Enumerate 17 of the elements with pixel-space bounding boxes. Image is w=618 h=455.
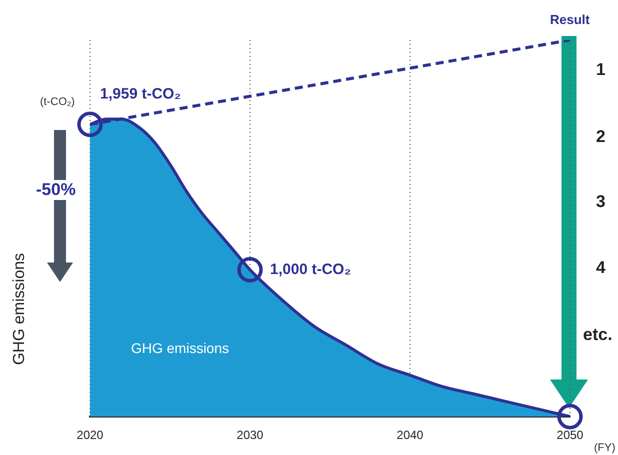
annotation: 1,000 t-CO₂	[270, 260, 351, 278]
text: Result	[550, 12, 590, 27]
text: -50%	[34, 180, 78, 200]
annotation: GHG emissions	[130, 340, 230, 356]
text: 3	[596, 192, 606, 212]
y-axis-title: GHG emissions	[11, 252, 29, 368]
annotation: 1,959 t-CO₂	[100, 86, 181, 102]
x-tick-label: 2050	[556, 428, 584, 442]
x-tick-label: 2020	[76, 428, 104, 442]
text: 2	[596, 127, 606, 147]
x-tick-label: 2030	[236, 428, 264, 442]
text: 1	[596, 60, 606, 80]
text: (FY)	[594, 442, 616, 454]
text: etc.	[583, 325, 612, 345]
text: 4	[596, 258, 606, 278]
x-tick-label: 2040	[396, 428, 424, 442]
text: (t-CO₂)	[40, 96, 75, 108]
